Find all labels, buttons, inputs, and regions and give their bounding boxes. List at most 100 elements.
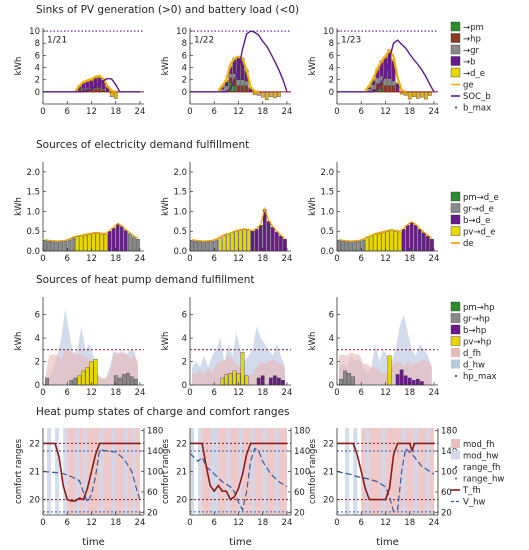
bar-pv bbox=[103, 234, 108, 252]
legend-swatch bbox=[450, 214, 461, 225]
y-tick-label: 0 bbox=[182, 88, 187, 98]
y-axis-label: kWh bbox=[308, 197, 318, 216]
y-tick-label: 21 bbox=[323, 468, 334, 478]
day-label: 1/22 bbox=[194, 36, 214, 46]
y-tick-label: 22 bbox=[323, 439, 334, 449]
mod-hw-span bbox=[250, 428, 255, 515]
bar-gr bbox=[210, 240, 215, 252]
x-tick-label: 18 bbox=[110, 254, 121, 264]
bar-b bbox=[256, 377, 261, 386]
bar-gr bbox=[97, 87, 102, 89]
day-label: 1/21 bbox=[47, 36, 67, 46]
y-axis-label: comfort ranges bbox=[161, 438, 171, 504]
y-tick-label: 4 bbox=[182, 334, 187, 344]
mod-hw-span bbox=[425, 428, 430, 515]
bar-pv bbox=[385, 231, 390, 252]
legend-label: hp_max bbox=[463, 372, 497, 382]
legend-swatch bbox=[450, 313, 461, 323]
bar-b bbox=[430, 238, 434, 252]
mod-hw-span bbox=[262, 428, 267, 515]
plot-area bbox=[189, 428, 291, 515]
y-tick-label: 2 bbox=[182, 76, 187, 86]
legend-swatch bbox=[450, 56, 461, 66]
bar-gr bbox=[126, 373, 130, 386]
bar-gr bbox=[43, 240, 47, 252]
bar-d_e bbox=[113, 91, 118, 99]
bar-b bbox=[277, 377, 281, 386]
bar-gr bbox=[214, 239, 219, 252]
bar-d_e bbox=[424, 91, 428, 100]
bar-gr bbox=[244, 80, 249, 86]
mod-hw-span bbox=[226, 428, 231, 515]
bar-hp bbox=[383, 85, 388, 93]
x-tick-label: 12 bbox=[380, 388, 391, 398]
x-tick-label: 6 bbox=[359, 254, 364, 264]
soc-line bbox=[190, 30, 288, 93]
mod-hw-span bbox=[99, 428, 104, 515]
bar-b bbox=[405, 225, 410, 252]
bar-b bbox=[115, 223, 120, 252]
bar-pv bbox=[242, 229, 247, 252]
y-tick-label: 10 bbox=[29, 27, 40, 37]
y-tick-label: 21 bbox=[29, 468, 40, 478]
bar-b bbox=[399, 369, 404, 386]
y-tick-label: 6 bbox=[35, 311, 40, 321]
plot-area bbox=[337, 30, 438, 100]
bar-b bbox=[415, 378, 420, 386]
bar-gr bbox=[51, 241, 55, 252]
legend-swatch bbox=[450, 67, 461, 78]
y-tick-label: 2 bbox=[329, 358, 334, 368]
x-tick-label: 6 bbox=[65, 518, 70, 528]
bar-gr bbox=[81, 88, 86, 90]
y-tick-label: 22 bbox=[176, 439, 187, 449]
y-axis-label: kWh bbox=[308, 57, 318, 76]
y-tick-label: 22 bbox=[29, 439, 40, 449]
bar-b bbox=[275, 231, 279, 252]
bar-b bbox=[403, 375, 408, 386]
chart-title: Heat pump states of charge and comfort r… bbox=[36, 406, 290, 418]
bar-b bbox=[279, 235, 283, 252]
y-tick-label: 21 bbox=[176, 468, 187, 478]
mod-hw-span bbox=[83, 428, 88, 515]
y2-tick-label: 140 bbox=[147, 447, 163, 457]
legend-swatch bbox=[451, 359, 460, 369]
x-tick-label: 12 bbox=[86, 107, 97, 117]
bar-b bbox=[273, 375, 277, 386]
bar-hp bbox=[240, 85, 245, 93]
bar-pv bbox=[393, 231, 398, 252]
legend-swatch bbox=[450, 324, 461, 335]
bar-gr bbox=[59, 241, 64, 252]
v-hw-line bbox=[42, 449, 141, 504]
x-tick-label: 12 bbox=[380, 254, 391, 264]
bar-b bbox=[401, 229, 406, 252]
y-tick-label: 8 bbox=[182, 39, 187, 49]
bar-pv bbox=[381, 232, 386, 252]
legend-label: pv→d_e bbox=[463, 228, 495, 238]
x-tick-label: 24 bbox=[282, 107, 293, 117]
x-axis-label: time bbox=[229, 537, 252, 548]
bar-gr bbox=[55, 241, 59, 252]
bar-b bbox=[283, 238, 287, 252]
x-tick-label: 0 bbox=[40, 254, 45, 264]
chart-states: Heat pump states of charge and comfort r… bbox=[14, 406, 504, 548]
x-tick-label: 24 bbox=[135, 254, 146, 264]
y2-tick-label: 140 bbox=[441, 447, 457, 457]
bar-gr bbox=[134, 378, 138, 386]
y-tick-label: 0 bbox=[182, 381, 187, 391]
y-tick-label: 2 bbox=[35, 358, 40, 368]
bar-pv bbox=[218, 237, 223, 252]
x-tick-label: 12 bbox=[233, 518, 244, 528]
bar-b bbox=[422, 232, 426, 252]
y2-tick-label: 60 bbox=[294, 488, 305, 498]
legend-swatch bbox=[455, 466, 457, 468]
bar-pv bbox=[93, 359, 98, 386]
y-axis-label: kWh bbox=[14, 332, 24, 351]
y-tick-label: 1.5 bbox=[320, 188, 334, 198]
plot-area bbox=[337, 314, 438, 386]
bar-gr bbox=[240, 79, 245, 86]
